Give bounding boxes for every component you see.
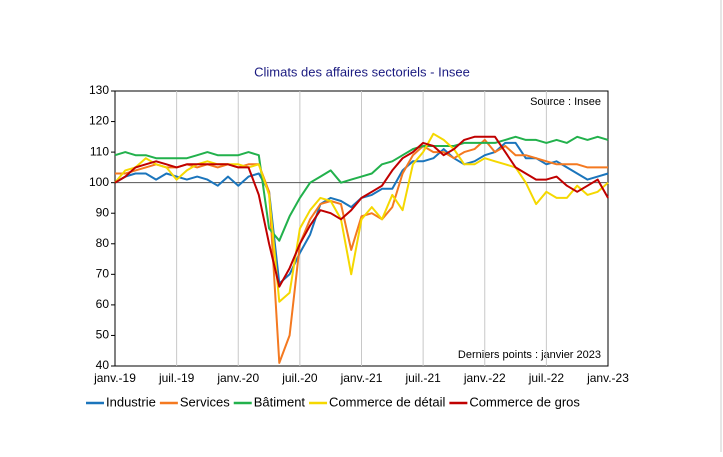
y-tick-label: 90 <box>96 205 110 219</box>
chart-title: Climats des affaires sectoriels - Insee <box>254 64 470 79</box>
y-tick-label: 100 <box>89 175 109 189</box>
x-tick-label: janv.-20 <box>216 371 259 385</box>
x-tick-label: janv.-22 <box>463 371 506 385</box>
y-tick-label: 60 <box>96 297 110 311</box>
series-line <box>114 135 609 242</box>
legend-label: Industrie <box>106 394 156 409</box>
y-tick-label: 70 <box>96 267 110 281</box>
legend-label: Bâtiment <box>254 394 306 409</box>
legend-label: Services <box>180 394 230 409</box>
y-tick-label: 120 <box>89 114 109 128</box>
x-tick-label: juil.-21 <box>404 371 441 385</box>
y-tick-label: 40 <box>96 358 110 372</box>
y-tick-label: 130 <box>89 83 109 97</box>
y-tick-label: 50 <box>96 328 110 342</box>
series-line <box>114 135 609 288</box>
legend-label: Commerce de détail <box>329 394 445 409</box>
x-tick-label: juil.-19 <box>158 371 195 385</box>
annotation: Source : Insee <box>530 96 601 108</box>
x-tick-label: janv.-19 <box>93 371 136 385</box>
x-tick-label: juil.-22 <box>528 371 565 385</box>
y-tick-label: 110 <box>90 144 109 158</box>
legend-label: Commerce de gros <box>469 394 580 409</box>
x-tick-label: juil.-20 <box>281 371 318 385</box>
series-line <box>115 138 608 364</box>
x-tick-label: janv.-23 <box>586 371 629 385</box>
annotation: Derniers points : janvier 2023 <box>458 349 601 361</box>
x-tick-label: janv.-21 <box>340 371 383 385</box>
y-tick-label: 80 <box>96 236 110 250</box>
